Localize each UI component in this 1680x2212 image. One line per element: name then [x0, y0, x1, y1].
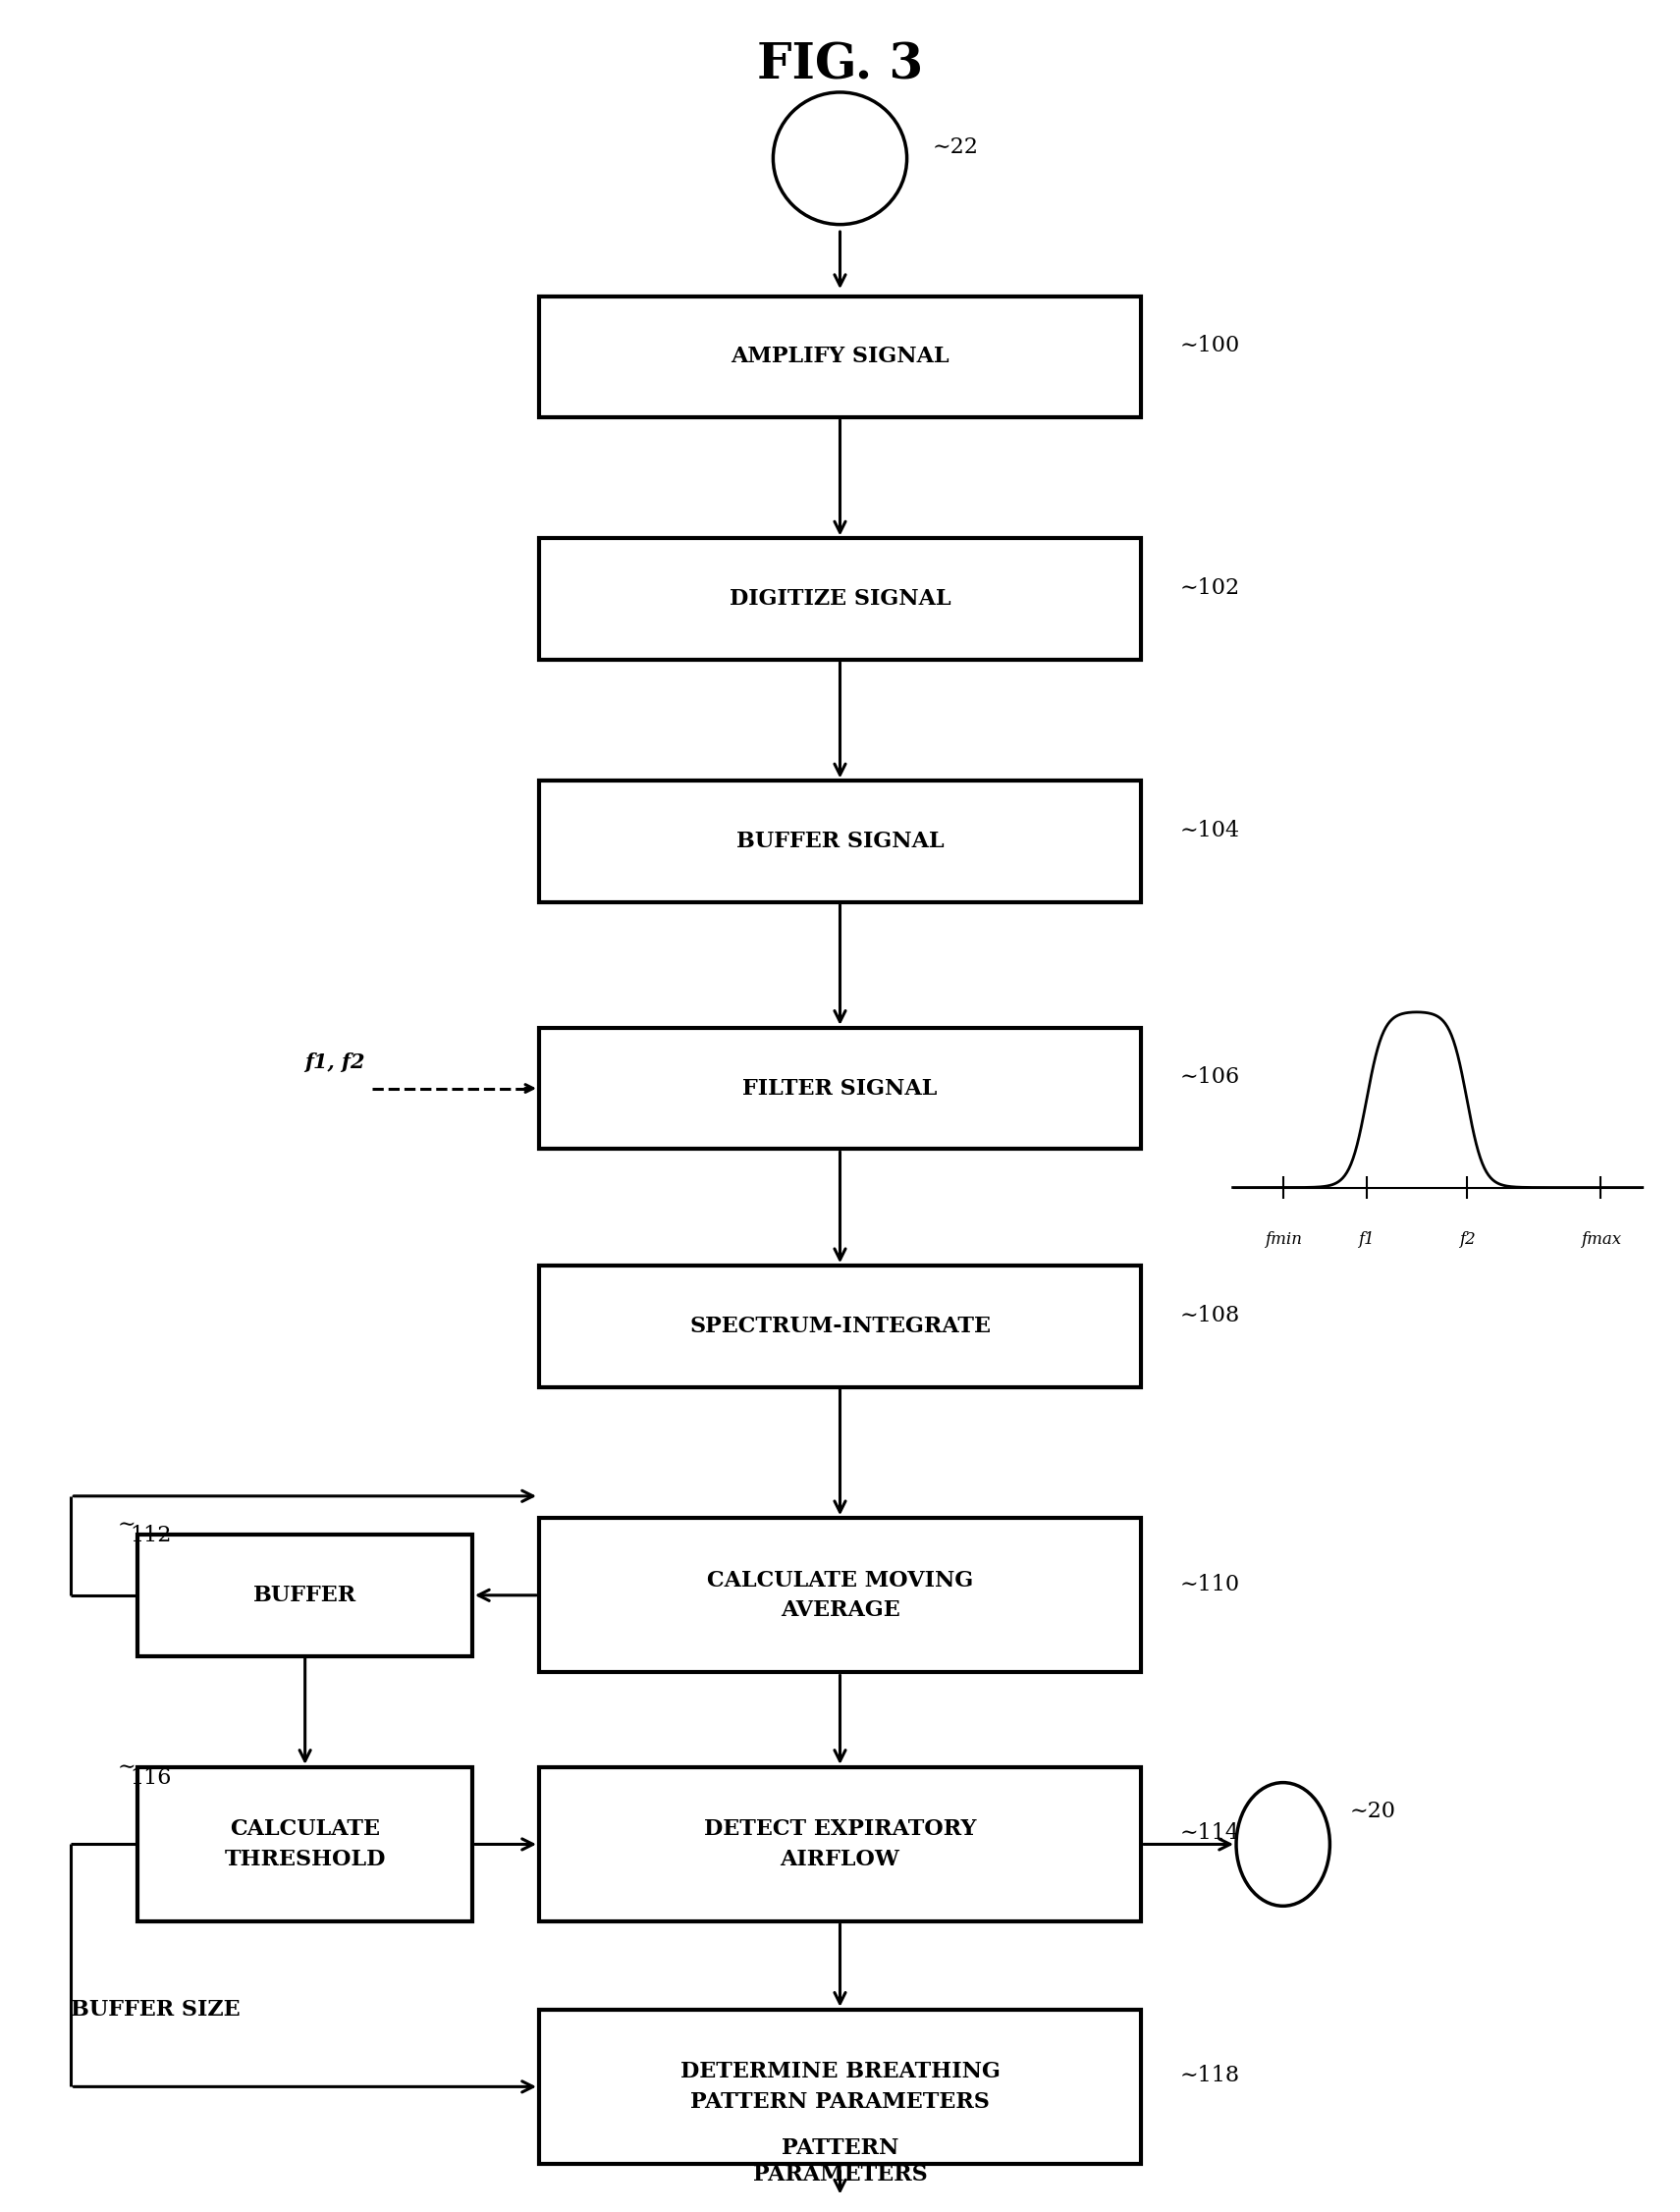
- Text: BUFFER SIZE: BUFFER SIZE: [71, 2000, 240, 2020]
- Bar: [539, 2008, 1141, 2163]
- Text: BUFFER SIGNAL: BUFFER SIGNAL: [736, 832, 944, 852]
- Text: ∼114: ∼114: [1179, 1823, 1240, 1845]
- Text: FILTER SIGNAL: FILTER SIGNAL: [743, 1077, 937, 1099]
- Text: 116: 116: [129, 1767, 171, 1790]
- Text: FIG. 3: FIG. 3: [758, 42, 922, 91]
- Text: DETECT EXPIRATORY
AIRFLOW: DETECT EXPIRATORY AIRFLOW: [704, 1818, 976, 1869]
- Text: AMPLIFY SIGNAL: AMPLIFY SIGNAL: [731, 345, 949, 367]
- Text: ∼20: ∼20: [1351, 1801, 1396, 1823]
- Text: ∼104: ∼104: [1179, 821, 1240, 841]
- Text: 112: 112: [129, 1524, 171, 1546]
- Text: f1: f1: [1359, 1232, 1374, 1248]
- Text: f1, f2: f1, f2: [306, 1053, 366, 1073]
- Text: DIGITIZE SIGNAL: DIGITIZE SIGNAL: [729, 588, 951, 611]
- Text: BUFFER: BUFFER: [254, 1584, 356, 1606]
- Bar: [539, 1265, 1141, 1387]
- Bar: [539, 1767, 1141, 1922]
- Text: fmin: fmin: [1265, 1232, 1302, 1248]
- Text: ∼118: ∼118: [1179, 2064, 1240, 2086]
- Text: DETERMINE BREATHING
PATTERN PARAMETERS: DETERMINE BREATHING PATTERN PARAMETERS: [680, 2062, 1000, 2112]
- Text: ∼22: ∼22: [932, 137, 978, 157]
- Bar: [539, 1517, 1141, 1672]
- Bar: [138, 1767, 472, 1922]
- Text: ∼110: ∼110: [1179, 1573, 1240, 1595]
- Text: ∼106: ∼106: [1179, 1066, 1240, 1088]
- Text: ∼: ∼: [118, 1513, 136, 1535]
- Bar: [539, 538, 1141, 659]
- Bar: [539, 1029, 1141, 1148]
- Text: ∼100: ∼100: [1179, 334, 1240, 356]
- Text: ∼108: ∼108: [1179, 1305, 1240, 1327]
- Bar: [539, 781, 1141, 902]
- Text: ∼102: ∼102: [1179, 577, 1240, 599]
- Text: SPECTRUM-INTEGRATE: SPECTRUM-INTEGRATE: [689, 1316, 991, 1338]
- Text: CALCULATE
THRESHOLD: CALCULATE THRESHOLD: [225, 1818, 386, 1869]
- Bar: [138, 1535, 472, 1657]
- Text: ∼: ∼: [118, 1756, 136, 1778]
- Bar: [539, 296, 1141, 418]
- Text: fmax: fmax: [1581, 1232, 1621, 1248]
- Text: f2: f2: [1458, 1232, 1475, 1248]
- Text: CALCULATE MOVING
AVERAGE: CALCULATE MOVING AVERAGE: [707, 1571, 973, 1621]
- Text: PATTERN
PARAMETERS: PATTERN PARAMETERS: [753, 2137, 927, 2185]
